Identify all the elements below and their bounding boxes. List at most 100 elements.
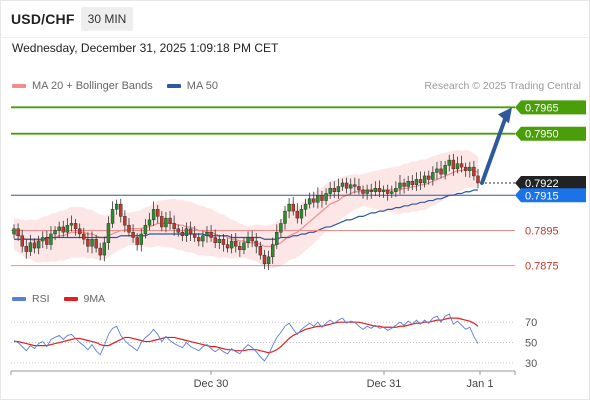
candle-body-66 (283, 210, 287, 224)
candle-body-30 (135, 237, 139, 245)
candle-body-92 (390, 191, 394, 194)
candle-body-5 (32, 242, 37, 249)
candle-body-86 (365, 189, 369, 194)
candle-body-82 (349, 184, 353, 189)
candle-body-26 (119, 203, 123, 217)
candle-body-106 (447, 159, 451, 166)
candle-body-31 (139, 233, 143, 245)
candle-body-54 (234, 240, 238, 247)
legend-swatch-ma20 (12, 84, 26, 88)
legend-item-ma50: MA 50 (166, 80, 218, 92)
candle-body-48 (209, 232, 213, 238)
candle-body-43 (188, 228, 193, 235)
candle-body-93 (394, 188, 398, 192)
candle-body-113 (476, 175, 480, 184)
candle-body-17 (82, 233, 86, 240)
candle-body-77 (328, 188, 332, 194)
candle-body-2 (20, 235, 24, 247)
candle-body-112 (472, 166, 476, 177)
candle-body-12 (61, 226, 65, 233)
candle-body-70 (299, 209, 304, 219)
candle-body-23 (106, 223, 111, 243)
forecast-arrow-shaft (480, 114, 508, 185)
candle-body-76 (324, 193, 328, 201)
ma50-line (14, 189, 478, 240)
chart-datetime: Wednesday, December 31, 2025 1:09:18 PM … (12, 41, 279, 55)
candle-body-72 (307, 198, 312, 205)
candle-body-61 (262, 254, 267, 265)
candle-body-55 (238, 246, 242, 251)
candle-body-108 (455, 163, 460, 170)
candle-body-71 (303, 203, 308, 210)
candle-body-57 (246, 237, 250, 243)
candle-body-95 (402, 182, 406, 187)
legend-item-9ma: 9MA (63, 293, 106, 305)
level-tag-0.7915 (515, 188, 586, 203)
candle-body-63 (270, 244, 275, 258)
candle-body-39 (172, 223, 176, 229)
candle-body-20 (94, 239, 98, 249)
candle-body-22 (102, 242, 107, 256)
level-label-0.7950: 0.7950 (525, 129, 559, 141)
rsi-tick-50: 50 (525, 338, 537, 350)
candle-body-50 (217, 239, 222, 243)
rsi-tick-70: 70 (525, 317, 537, 329)
candle-body-67 (287, 203, 291, 212)
candle-body-98 (414, 179, 419, 185)
legend-swatch-9ma (63, 297, 78, 301)
forecast-arrow-head (498, 107, 512, 124)
candle-body-4 (28, 242, 33, 252)
legend-label-rsi: RSI (32, 293, 50, 305)
legend-item-ma20: MA 20 + Bollinger Bands (12, 80, 153, 92)
candle-body-64 (275, 232, 279, 245)
candle-body-80 (340, 182, 345, 187)
candle-body-34 (151, 209, 156, 221)
candle-body-91 (385, 189, 390, 194)
candle-body-53 (229, 240, 234, 249)
candle-body-35 (156, 209, 160, 217)
level-tag-0.7965 (515, 100, 586, 115)
x-tick-label-1: Dec 31 (367, 378, 402, 390)
candle-body-36 (160, 216, 164, 228)
candle-body-1 (16, 228, 20, 236)
level-tag-0.7922 (515, 175, 586, 190)
candle-body-56 (242, 242, 246, 251)
candle-body-10 (53, 230, 57, 235)
candle-body-44 (192, 233, 197, 238)
candle-body-16 (77, 228, 82, 235)
candle-body-28 (127, 224, 131, 233)
level-label-0.7922: 0.7922 (525, 178, 559, 190)
candle-body-74 (316, 195, 320, 203)
candle-body-47 (205, 232, 209, 236)
legend-swatch-ma50 (166, 84, 181, 88)
legend-swatch-rsi (12, 297, 26, 301)
legend-label-ma20: MA 20 + Bollinger Bands (32, 80, 153, 92)
candle-body-38 (168, 217, 172, 224)
candle-body-37 (164, 217, 168, 228)
candle-body-78 (332, 188, 336, 192)
candle-body-109 (459, 163, 464, 168)
candle-body-69 (295, 210, 300, 219)
legend-item-rsi: RSI (12, 293, 50, 305)
candle-body-110 (463, 166, 468, 171)
level-label-0.7875: 0.7875 (525, 261, 559, 273)
candle-body-94 (398, 182, 402, 189)
timeframe-button[interactable]: 30 MIN (81, 7, 133, 31)
rsi-line (13, 313, 479, 362)
legend-label-9ma: 9MA (83, 293, 106, 305)
candle-body-19 (90, 239, 94, 247)
candle-body-83 (353, 184, 357, 187)
x-tick-label-0: Dec 30 (194, 378, 229, 390)
candle-body-3 (24, 246, 29, 252)
ma20-line (13, 168, 479, 247)
candle-body-29 (131, 232, 135, 238)
candle-body-88 (373, 188, 378, 192)
candle-body-27 (123, 216, 127, 226)
price-legend: MA 20 + Bollinger Bands MA 50 (12, 80, 232, 92)
candle-body-25 (114, 203, 119, 210)
candle-body-101 (427, 175, 431, 180)
rsi-ma9-line (14, 317, 479, 354)
candle-body-60 (258, 246, 263, 256)
x-tick-label-2: Jan 1 (467, 378, 494, 390)
